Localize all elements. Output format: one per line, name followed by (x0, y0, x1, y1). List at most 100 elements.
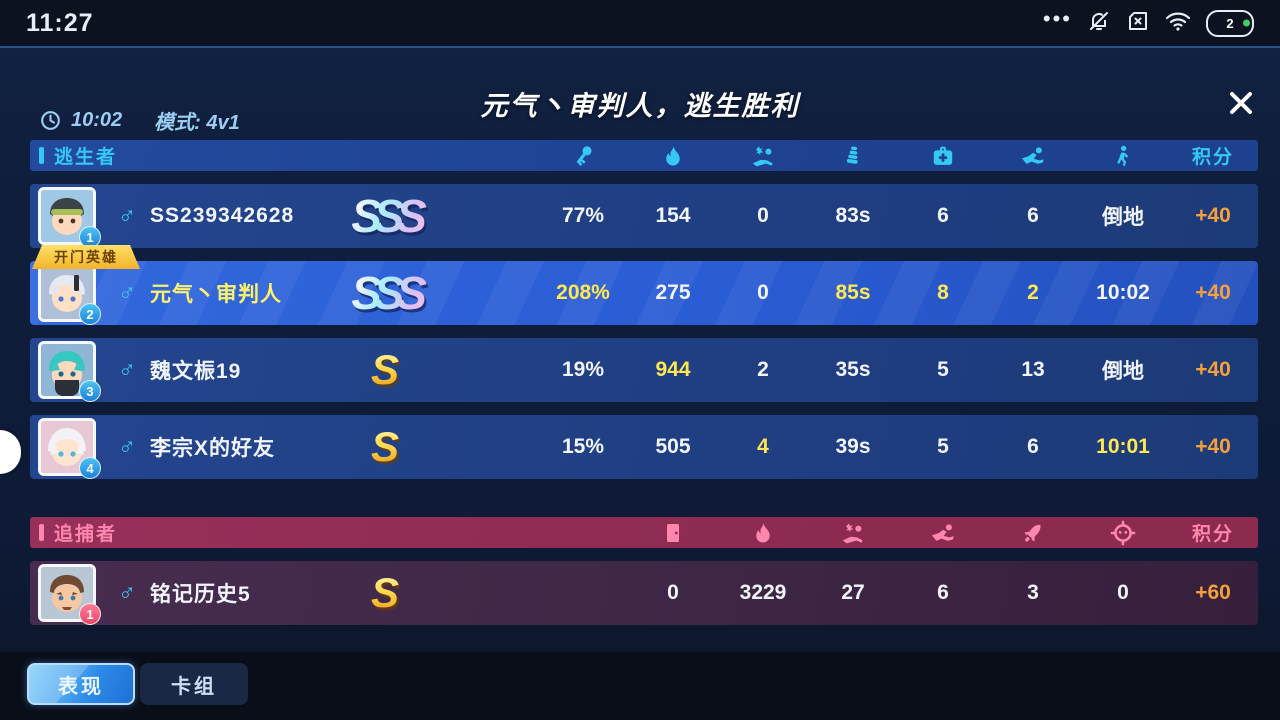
grade-badge-sss: SSS (315, 270, 455, 316)
male-icon: ♂ (118, 356, 136, 383)
avatar[interactable]: 3 (38, 341, 101, 402)
avatar[interactable]: 2 (38, 264, 101, 325)
stat-status: 10:01 (1096, 435, 1150, 458)
player-name: 魏文桭19 (150, 360, 242, 383)
door-icon (628, 520, 718, 546)
stat-damage: 944 (655, 358, 691, 381)
male-icon: ♂ (118, 279, 136, 306)
battery-charge-dot (1243, 19, 1250, 27)
player-row-escaper-2-self[interactable]: 开门英雄 2 ♂ 元气丶审判人 SSS 208% 275 0 85s 8 2 1… (30, 261, 1258, 325)
bandaged-icon (808, 143, 898, 169)
stat-time: 35s (835, 358, 871, 381)
stat-knockdowns: 0 (757, 281, 769, 304)
rank-number-badge: 2 (79, 303, 101, 325)
flame-icon (718, 520, 808, 546)
male-icon: ♂ (118, 433, 136, 460)
stat-status: 10:02 (1096, 281, 1150, 304)
match-duration: 10:02 (71, 109, 123, 131)
knockdown-icon (808, 520, 898, 546)
rank-number-badge: 4 (79, 457, 101, 479)
stat-targets: 0 (1117, 581, 1129, 604)
stat-heals: 5 (937, 358, 949, 381)
stat-heals: 5 (937, 435, 949, 458)
chasers-points-label: 积分 (1191, 524, 1234, 545)
battery-level: 2 (1226, 15, 1234, 31)
player-row-chaser-1[interactable]: 1 ♂ 铭记历史5 S 0 3229 27 6 3 0 +60 (30, 561, 1258, 625)
stat-progress: 208% (556, 281, 610, 304)
battery-icon: 2 (1206, 9, 1254, 37)
stat-points: +40 (1195, 435, 1231, 458)
stat-status: 倒地 (1102, 206, 1144, 229)
status-time: 11:27 (26, 8, 94, 37)
rocket-icon (988, 520, 1078, 546)
door-hero-badge: 开门英雄 (32, 245, 140, 269)
sim-missing-icon (1126, 9, 1150, 38)
stat-knockdowns: 0 (757, 204, 769, 227)
stat-status: 倒地 (1102, 360, 1144, 383)
rank-number-badge: 1 (79, 226, 101, 248)
stat-damage: 3229 (739, 581, 787, 604)
chasers-label: 追捕者 (54, 524, 118, 545)
grade-badge-s: S (315, 349, 455, 391)
player-name: 铭记历史5 (150, 583, 251, 606)
stat-chases: 6 (937, 581, 949, 604)
grade-badge-sss: SSS (315, 193, 455, 239)
clock-icon (41, 111, 60, 130)
chasers-header: 追捕者 积分 (30, 517, 1258, 548)
stat-points: +40 (1195, 358, 1231, 381)
stat-knockdowns: 2 (757, 358, 769, 381)
avatar[interactable]: 1 (38, 564, 101, 625)
page-title: 元气丶审判人，逃生胜利 (480, 91, 800, 121)
wifi-icon (1165, 9, 1191, 38)
section-accent (39, 147, 44, 164)
stat-progress: 19% (561, 358, 605, 381)
player-name: 元气丶审判人 (150, 283, 282, 306)
stat-time: 39s (835, 435, 871, 458)
grade-badge-s: S (315, 572, 455, 614)
rescue-icon (988, 143, 1078, 169)
avatar[interactable]: 4 (38, 418, 101, 479)
grade-badge-s: S (315, 426, 455, 468)
player-name: 李宗X的好友 (150, 437, 276, 460)
stat-rockets: 3 (1027, 581, 1039, 604)
assistive-side-handle[interactable] (0, 430, 21, 474)
close-button[interactable] (1224, 86, 1258, 120)
stat-knockdowns: 4 (757, 435, 769, 458)
stat-rescues: 6 (1027, 204, 1039, 227)
knockdown-icon (718, 143, 808, 169)
stat-points: +60 (1195, 581, 1231, 604)
player-row-escaper-1[interactable]: 1 ♂ SS239342628 SSS 77% 154 0 83s 6 6 倒地… (30, 184, 1258, 248)
stat-damage: 275 (655, 281, 691, 304)
stat-time: 85s (835, 281, 871, 304)
more-dots-icon: ••• (1042, 6, 1072, 31)
stat-damage: 505 (655, 435, 691, 458)
rank-number-badge: 1 (79, 603, 101, 625)
player-row-escaper-3[interactable]: 3 ♂ 魏文桭19 S 19% 944 2 35s 5 13 倒地 +40 (30, 338, 1258, 402)
stat-time: 83s (835, 204, 871, 227)
stat-damage: 154 (655, 204, 691, 227)
player-name: SS239342628 (150, 204, 295, 227)
bell-muted-icon (1087, 9, 1111, 38)
section-accent (39, 524, 44, 541)
stat-knockdowns: 27 (841, 581, 865, 604)
avatar[interactable]: 1 (38, 187, 101, 248)
tab-performance[interactable]: 表现 (27, 663, 135, 705)
rank-number-badge: 3 (79, 380, 101, 402)
stat-doors: 0 (667, 581, 679, 604)
stat-rescues: 2 (1027, 281, 1039, 304)
player-row-escaper-4[interactable]: 4 ♂ 李宗X的好友 S 15% 505 4 39s 5 6 10:01 +40 (30, 415, 1258, 479)
male-icon: ♂ (118, 202, 136, 229)
stat-heals: 6 (937, 204, 949, 227)
stat-progress: 15% (561, 435, 605, 458)
system-status-bar: 11:27 ••• 2 (0, 0, 1280, 48)
escapers-label: 逃生者 (54, 147, 118, 168)
flame-icon (628, 143, 718, 169)
key-icon (538, 143, 628, 169)
stat-rescues: 13 (1021, 358, 1045, 381)
walk-icon (1078, 143, 1168, 169)
male-icon: ♂ (118, 579, 136, 606)
medkit-icon (898, 143, 988, 169)
tab-deck[interactable]: 卡组 (140, 663, 248, 705)
stat-points: +40 (1195, 281, 1231, 304)
